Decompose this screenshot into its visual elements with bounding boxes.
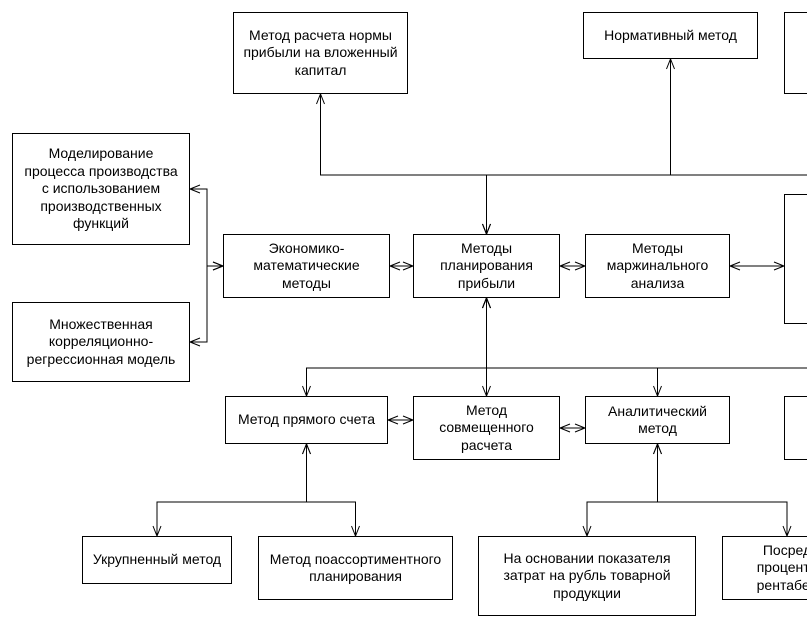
n_margin-label: Методы маржинального анализа bbox=[594, 240, 721, 293]
n_econ_math-label: Экономико-математические методы bbox=[232, 240, 381, 293]
n_analytic-label: Аналитический метод bbox=[594, 403, 721, 438]
n_assort-label: Метод поассортиментного планирования bbox=[267, 551, 444, 586]
n_combined: Метод совмещенного расчета bbox=[413, 396, 560, 460]
n_direct: Метод прямого счета bbox=[225, 396, 388, 444]
n_mid_right bbox=[784, 194, 807, 324]
n_cost_rub-label: На основании показателя затрат на рубль … bbox=[487, 550, 687, 603]
n_top_rate: Метод расчета нормы прибыли на вложенный… bbox=[233, 12, 408, 94]
n_analytic: Аналитический метод bbox=[585, 396, 730, 444]
n_top_norm: Нормативный метод bbox=[583, 12, 758, 59]
n_plan_profit-label: Методы планирования прибыли bbox=[422, 240, 551, 293]
n_econ_math: Экономико-математические методы bbox=[223, 234, 390, 298]
n_model_corr-label: Множественная корреляционно-регрессионна… bbox=[21, 316, 181, 369]
n_direct-label: Метод прямого счета bbox=[238, 411, 375, 429]
n_ukrup: Укрупненный метод bbox=[82, 536, 232, 584]
n_model_prod-label: Моделирование процесса производства с ис… bbox=[21, 145, 181, 233]
n_plan_profit: Методы планирования прибыли bbox=[413, 234, 560, 298]
n_row3_right bbox=[784, 396, 807, 460]
n_percent-label: Посред процента рентабел bbox=[731, 542, 807, 595]
n_top_norm-label: Нормативный метод bbox=[604, 27, 737, 45]
n_top_right bbox=[784, 12, 807, 94]
n_cost_rub: На основании показателя затрат на рубль … bbox=[478, 536, 696, 616]
n_combined-label: Метод совмещенного расчета bbox=[422, 402, 551, 455]
n_assort: Метод поассортиментного планирования bbox=[258, 536, 453, 600]
n_ukrup-label: Укрупненный метод bbox=[93, 551, 221, 569]
n_model_corr: Множественная корреляционно-регрессионна… bbox=[12, 302, 190, 382]
n_model_prod: Моделирование процесса производства с ис… bbox=[12, 133, 190, 245]
n_percent: Посред процента рентабел bbox=[722, 536, 807, 600]
n_top_rate-label: Метод расчета нормы прибыли на вложенный… bbox=[242, 27, 399, 80]
n_margin: Методы маржинального анализа bbox=[585, 234, 730, 298]
